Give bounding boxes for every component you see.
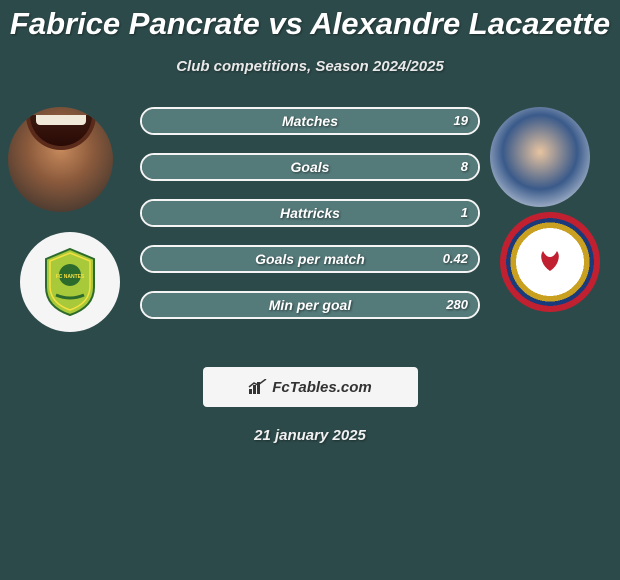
- stat-row: Goals per match0.42: [140, 245, 480, 273]
- stat-label: Matches: [142, 109, 478, 133]
- stat-label: Min per goal: [142, 293, 478, 317]
- chart-icon: [248, 379, 268, 395]
- player-left-avatar: [8, 107, 113, 212]
- date-label: 21 january 2025: [0, 427, 620, 444]
- stat-bars: Matches19 Goals8 Hattricks1 Goals per match…: [140, 107, 480, 337]
- player-right-avatar: [490, 107, 590, 207]
- stat-row: Goals8: [140, 153, 480, 181]
- stat-label: Goals per match: [142, 247, 478, 271]
- stat-value-right: 1: [461, 201, 468, 225]
- subtitle: Club competitions, Season 2024/2025: [0, 58, 620, 75]
- nantes-crest-icon: FC NANTES: [40, 247, 100, 317]
- attribution-badge: FcTables.com: [203, 367, 418, 407]
- stat-value-right: 8: [461, 155, 468, 179]
- lyon-crest-icon: [526, 238, 574, 286]
- stat-row: Matches19: [140, 107, 480, 135]
- stat-value-right: 0.42: [443, 247, 468, 271]
- stat-label: Goals: [142, 155, 478, 179]
- club-left-crest: FC NANTES: [20, 232, 120, 332]
- stat-row: Min per goal280: [140, 291, 480, 319]
- stat-value-right: 19: [454, 109, 468, 133]
- comparison-panel: FC NANTES Matches19 Goals8 Hattricks1 Goals…: [0, 107, 620, 357]
- stat-row: Hattricks1: [140, 199, 480, 227]
- stat-label: Hattricks: [142, 201, 478, 225]
- svg-text:FC NANTES: FC NANTES: [56, 274, 85, 280]
- attribution-text: FcTables.com: [272, 379, 371, 396]
- page-title: Fabrice Pancrate vs Alexandre Lacazette: [0, 0, 620, 42]
- stat-value-right: 280: [446, 293, 468, 317]
- club-right-crest: [500, 212, 600, 312]
